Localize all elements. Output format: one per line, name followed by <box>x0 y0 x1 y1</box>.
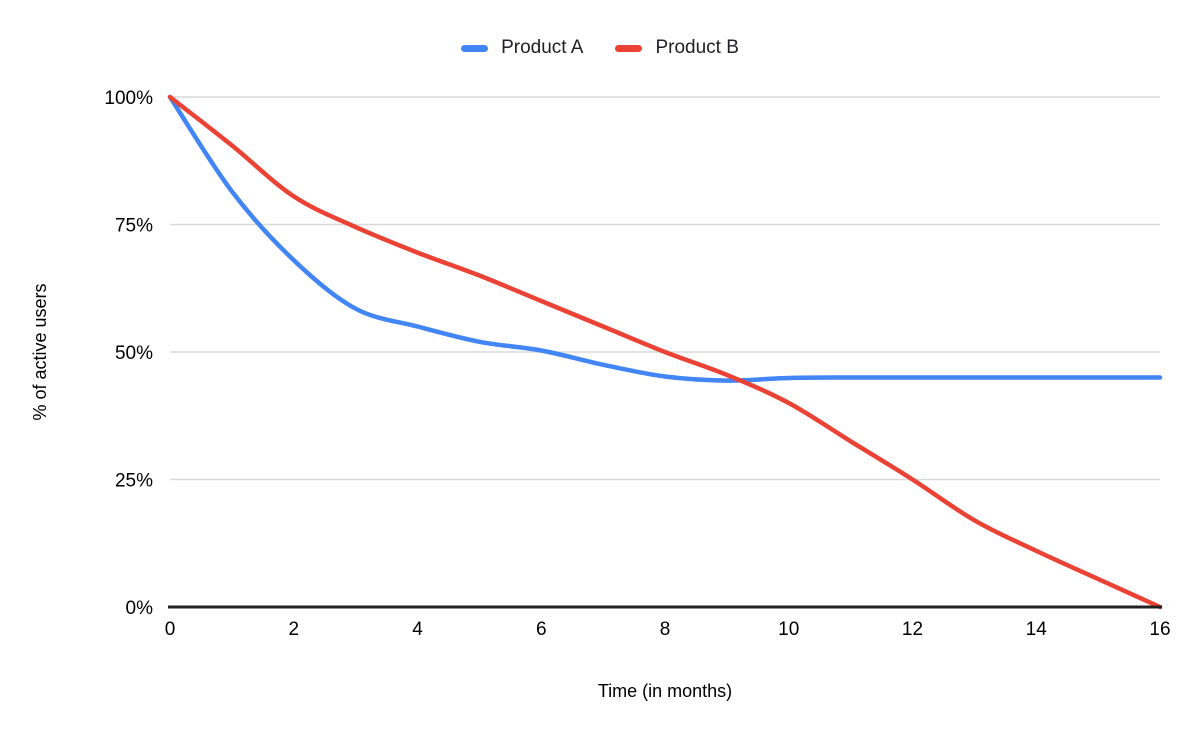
series-line-product-b <box>167 94 1163 610</box>
x-tick-label: 0 <box>165 619 176 640</box>
x-tick-label: 8 <box>660 619 671 640</box>
x-tick-label: 2 <box>288 619 299 640</box>
x-tick-label: 14 <box>1026 619 1048 640</box>
y-tick-label: 0% <box>126 598 154 619</box>
series-lines <box>167 94 1163 610</box>
legend-item-product-a: Product A <box>461 37 583 59</box>
x-tick-label: 10 <box>778 619 799 640</box>
legend-label-product-a: Product A <box>501 37 584 58</box>
x-tick-label: 16 <box>1149 619 1170 640</box>
y-tick-label: 25% <box>115 471 153 492</box>
x-tick-label: 12 <box>902 619 923 640</box>
y-axis-title: % of active users <box>30 283 50 420</box>
y-tick-label: 75% <box>115 216 153 237</box>
series-line-product-a <box>167 94 1163 383</box>
legend-label-product-b: Product B <box>655 37 739 58</box>
gridlines <box>170 96 1160 481</box>
chart-legend: Product A Product B <box>0 37 1200 59</box>
x-tick-label: 6 <box>536 619 547 640</box>
x-tick-label: 4 <box>412 619 423 640</box>
y-tick-label: 100% <box>104 88 153 109</box>
legend-swatch-product-a-icon <box>461 44 489 52</box>
legend-item-product-b: Product B <box>615 37 739 59</box>
y-tick-label: 50% <box>115 343 153 364</box>
legend-swatch-product-b-icon <box>615 44 643 52</box>
x-axis-title: Time (in months) <box>598 681 732 701</box>
tick-labels: 100% 75% 50% 25% 0% 0 2 4 6 8 10 12 14 16 <box>104 88 1170 640</box>
